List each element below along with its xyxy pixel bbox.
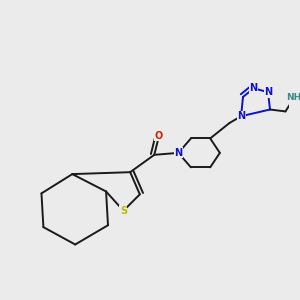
- Text: NH: NH: [286, 93, 300, 102]
- Text: N: N: [264, 87, 272, 97]
- Text: H: H: [290, 93, 298, 103]
- Text: N: N: [174, 148, 182, 158]
- Text: O: O: [155, 130, 163, 140]
- Text: N: N: [250, 83, 258, 93]
- Text: N: N: [237, 111, 245, 121]
- Text: S: S: [120, 206, 127, 216]
